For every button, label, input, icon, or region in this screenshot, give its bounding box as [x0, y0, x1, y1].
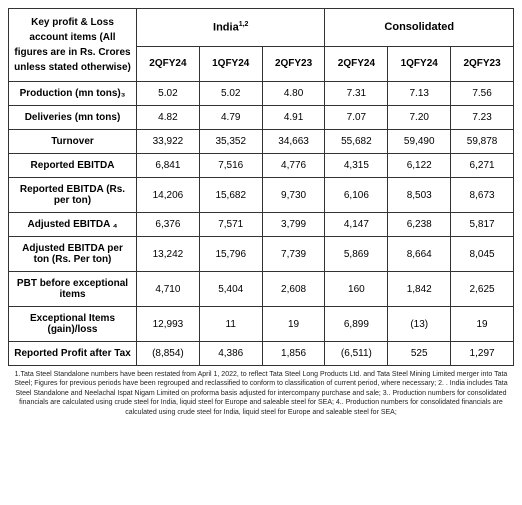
table-cell: 19 [451, 307, 514, 342]
table-cell: 34,663 [262, 130, 325, 154]
row-label: Reported EBITDA [9, 154, 137, 178]
row-label: Turnover [9, 130, 137, 154]
row-label: Reported Profit after Tax [9, 342, 137, 366]
table-cell: 7.56 [451, 82, 514, 106]
table-cell: 6,106 [325, 178, 388, 213]
table-cell: 6,271 [451, 154, 514, 178]
table-cell: 4,315 [325, 154, 388, 178]
table-cell: 7.23 [451, 106, 514, 130]
table-cell: 11 [199, 307, 262, 342]
table-cell: 525 [388, 342, 451, 366]
table-row: Reported EBITDA6,8417,5164,7764,3156,122… [9, 154, 514, 178]
table-cell: 15,796 [199, 237, 262, 272]
financial-table: Key profit & Loss account items (All fig… [8, 8, 514, 366]
row-label: Reported EBITDA (Rs. per ton) [9, 178, 137, 213]
table-cell: 8,503 [388, 178, 451, 213]
table-cell: 1,297 [451, 342, 514, 366]
table-cell: 8,045 [451, 237, 514, 272]
period-header: 1QFY24 [199, 46, 262, 81]
table-cell: 12,993 [137, 307, 200, 342]
table-cell: 7.07 [325, 106, 388, 130]
table-row: Deliveries (mn tons)4.824.794.917.077.20… [9, 106, 514, 130]
table-cell: 4.91 [262, 106, 325, 130]
table-cell: 7,571 [199, 213, 262, 237]
period-header: 2QFY24 [137, 46, 200, 81]
table-cell: 5.02 [137, 82, 200, 106]
table-cell: 19 [262, 307, 325, 342]
period-header: 2QFY23 [262, 46, 325, 81]
table-cell: 2,625 [451, 272, 514, 307]
table-cell: 4,386 [199, 342, 262, 366]
table-row: Adjusted EBITDA ₄6,3767,5713,7994,1476,2… [9, 213, 514, 237]
table-cell: 4.82 [137, 106, 200, 130]
table-cell: 33,922 [137, 130, 200, 154]
table-cell: 1,842 [388, 272, 451, 307]
table-cell: 14,206 [137, 178, 200, 213]
row-label: Exceptional Items (gain)/loss [9, 307, 137, 342]
table-cell: 59,878 [451, 130, 514, 154]
table-cell: 7,739 [262, 237, 325, 272]
row-label: Adjusted EBITDA ₄ [9, 213, 137, 237]
table-cell: 59,490 [388, 130, 451, 154]
period-header: 1QFY24 [388, 46, 451, 81]
table-cell: (13) [388, 307, 451, 342]
table-cell: 4.80 [262, 82, 325, 106]
group-label-india: India [213, 22, 239, 34]
table-body: Production (mn tons)₃5.025.024.807.317.1… [9, 82, 514, 366]
row-label: Production (mn tons)₃ [9, 82, 137, 106]
table-cell: 5,404 [199, 272, 262, 307]
table-cell: 6,122 [388, 154, 451, 178]
table-cell: 6,841 [137, 154, 200, 178]
table-description-header: Key profit & Loss account items (All fig… [9, 9, 137, 82]
table-cell: 8,673 [451, 178, 514, 213]
group-header-consolidated: Consolidated [325, 9, 514, 47]
table-cell: 3,799 [262, 213, 325, 237]
table-cell: 5,817 [451, 213, 514, 237]
table-cell: 6,376 [137, 213, 200, 237]
table-cell: 13,242 [137, 237, 200, 272]
table-cell: 15,682 [199, 178, 262, 213]
table-cell: 9,730 [262, 178, 325, 213]
row-label: PBT before exceptional items [9, 272, 137, 307]
table-cell: 4,776 [262, 154, 325, 178]
table-row: Reported EBITDA (Rs. per ton)14,20615,68… [9, 178, 514, 213]
table-cell: 7.13 [388, 82, 451, 106]
table-cell: 4.79 [199, 106, 262, 130]
period-header: 2QFY24 [325, 46, 388, 81]
table-row: Exceptional Items (gain)/loss12,99311196… [9, 307, 514, 342]
table-row: Reported Profit after Tax(8,854)4,3861,8… [9, 342, 514, 366]
group-header-india: India1,2 [137, 9, 325, 47]
table-row: PBT before exceptional items4,7105,4042,… [9, 272, 514, 307]
row-label: Adjusted EBITDA per ton (Rs. Per ton) [9, 237, 137, 272]
table-cell: 6,899 [325, 307, 388, 342]
table-cell: 4,710 [137, 272, 200, 307]
table-cell: 6,238 [388, 213, 451, 237]
table-row: Production (mn tons)₃5.025.024.807.317.1… [9, 82, 514, 106]
table-cell: 35,352 [199, 130, 262, 154]
table-cell: (6,511) [325, 342, 388, 366]
table-row: Turnover33,92235,35234,66355,68259,49059… [9, 130, 514, 154]
footnote-text: 1.Tata Steel Standalone numbers have bee… [8, 370, 514, 417]
table-cell: 4,147 [325, 213, 388, 237]
table-cell: 5.02 [199, 82, 262, 106]
period-header: 2QFY23 [451, 46, 514, 81]
row-label: Deliveries (mn tons) [9, 106, 137, 130]
table-cell: 1,856 [262, 342, 325, 366]
table-cell: 7,516 [199, 154, 262, 178]
table-row: Adjusted EBITDA per ton (Rs. Per ton)13,… [9, 237, 514, 272]
group-sup-india: 1,2 [239, 21, 249, 28]
table-cell: 5,869 [325, 237, 388, 272]
table-cell: 55,682 [325, 130, 388, 154]
table-cell: 8,664 [388, 237, 451, 272]
table-cell: (8,854) [137, 342, 200, 366]
table-cell: 7.31 [325, 82, 388, 106]
table-cell: 160 [325, 272, 388, 307]
table-cell: 7.20 [388, 106, 451, 130]
table-cell: 2,608 [262, 272, 325, 307]
